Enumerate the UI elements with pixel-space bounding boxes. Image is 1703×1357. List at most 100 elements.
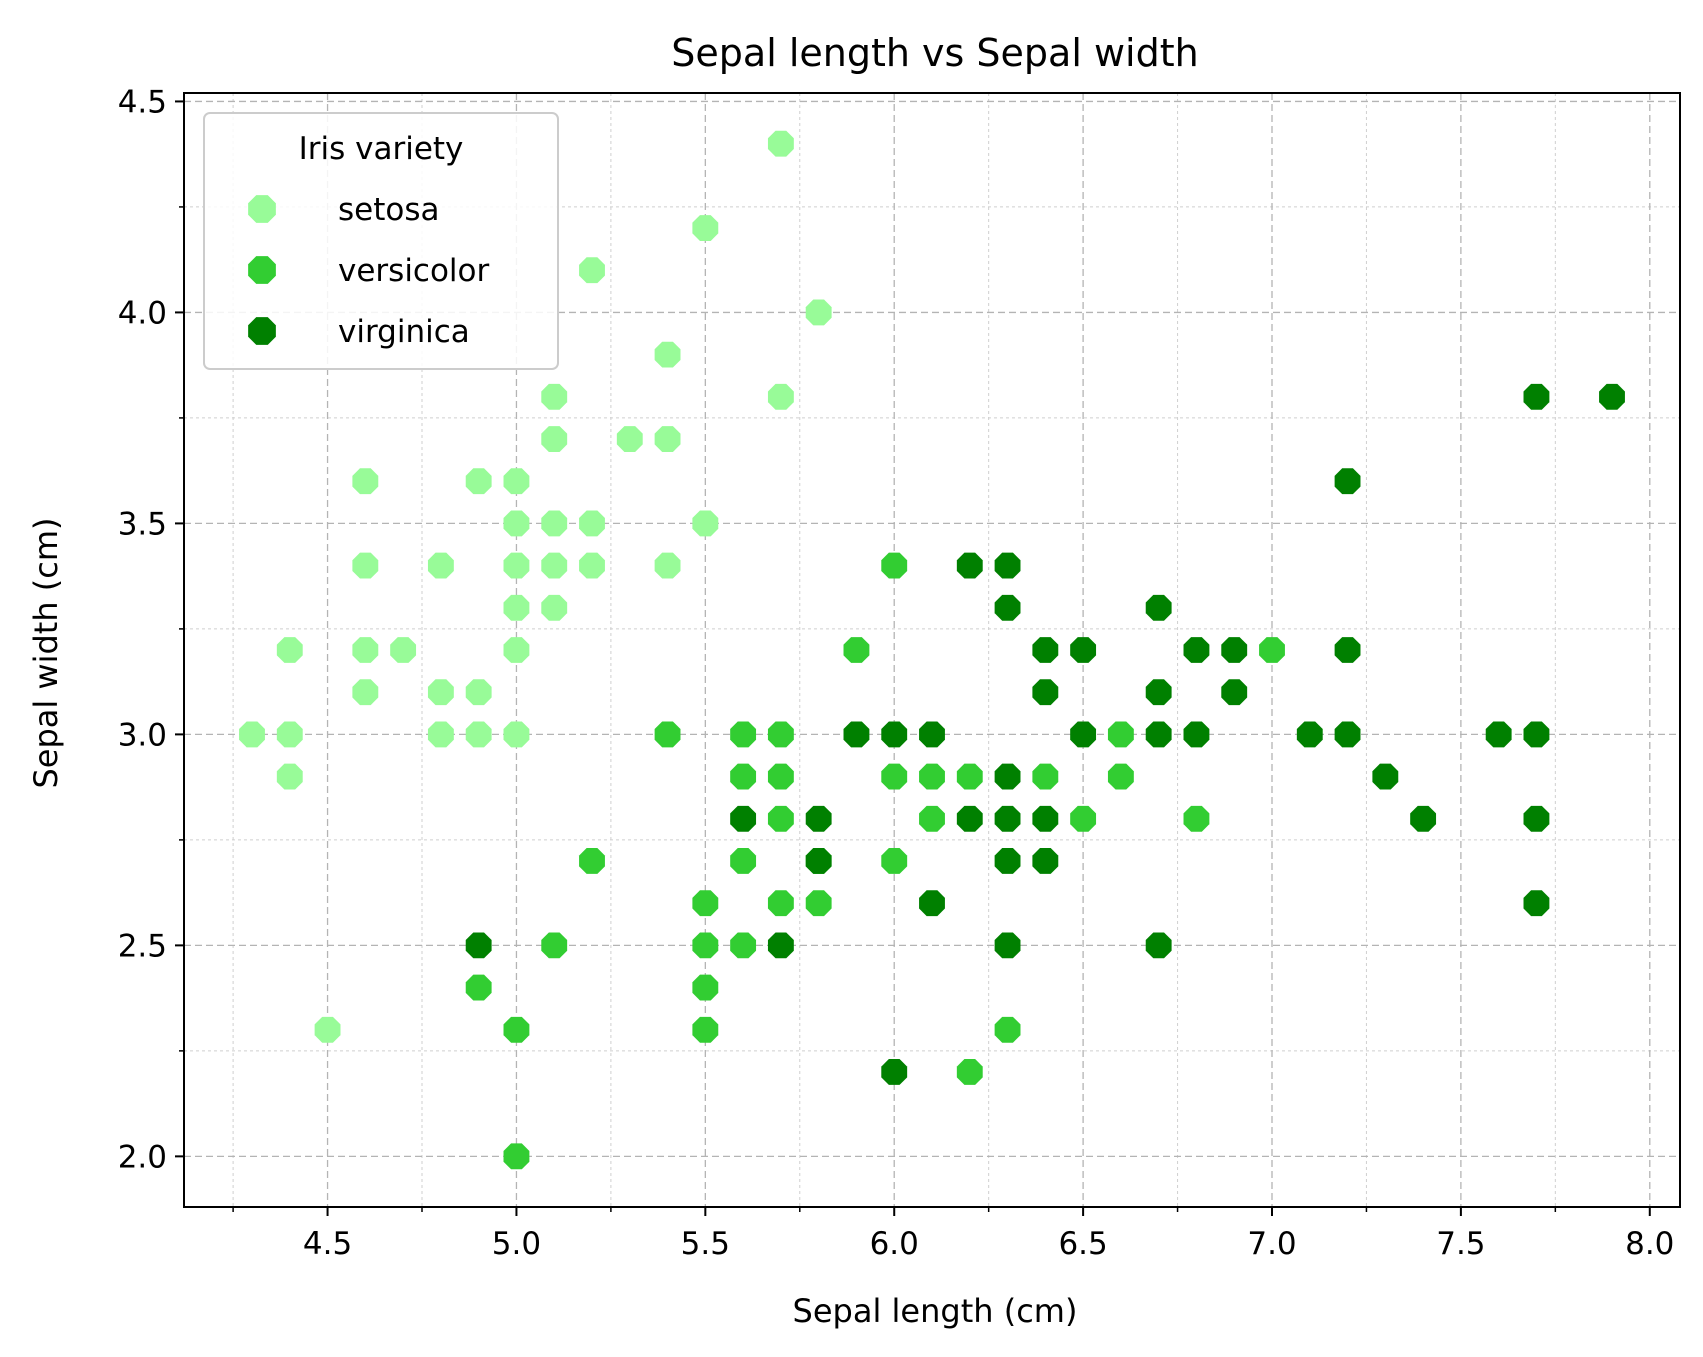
- data-point-virginica: [1334, 468, 1361, 495]
- data-point-versicolor: [956, 763, 983, 790]
- x-tick-label: 5.5: [681, 1226, 730, 1262]
- data-point-virginica: [1523, 805, 1550, 832]
- data-point-setosa: [465, 679, 492, 706]
- data-point-setosa: [390, 637, 417, 663]
- data-point-setosa: [314, 1016, 341, 1043]
- x-tick-label: 8.0: [1625, 1226, 1674, 1262]
- data-point-virginica: [465, 932, 492, 959]
- data-point-setosa: [541, 552, 568, 579]
- data-point-versicolor: [881, 763, 908, 790]
- data-point-virginica: [994, 932, 1021, 959]
- data-point-versicolor: [730, 763, 757, 790]
- data-point-setosa: [541, 383, 568, 410]
- data-point-virginica: [1145, 594, 1172, 621]
- legend-title: Iris variety: [299, 131, 464, 167]
- x-axis-label: Sepal length (cm): [793, 1292, 1078, 1330]
- plot-frame: [183, 92, 1681, 1208]
- legend: Iris variety setosa versicolor virginica: [203, 112, 559, 370]
- data-point-versicolor: [1032, 763, 1059, 790]
- data-point-setosa: [239, 721, 265, 748]
- data-point-versicolor: [692, 932, 719, 959]
- data-point-virginica: [1032, 805, 1059, 832]
- data-point-versicolor: [767, 890, 794, 917]
- data-point-versicolor: [919, 805, 945, 832]
- data-point-virginica: [1599, 383, 1625, 410]
- data-point-versicolor: [1107, 763, 1134, 790]
- data-point-virginica: [730, 805, 757, 832]
- data-point-virginica: [1523, 890, 1550, 917]
- data-point-virginica: [994, 594, 1021, 621]
- data-point-setosa: [579, 552, 605, 579]
- data-point-setosa: [465, 468, 492, 495]
- data-points: [239, 130, 1625, 1170]
- x-tick-label: 7.5: [1436, 1226, 1485, 1262]
- data-point-versicolor: [503, 1143, 530, 1170]
- data-point-virginica: [1183, 721, 1210, 748]
- series-setosa: [239, 130, 832, 1043]
- data-point-virginica: [956, 552, 983, 579]
- data-point-versicolor: [730, 848, 757, 874]
- data-point-virginica: [805, 805, 832, 832]
- data-point-virginica: [1145, 932, 1172, 959]
- data-point-setosa: [616, 426, 643, 452]
- series-versicolor: [465, 552, 1285, 1170]
- data-point-virginica: [1070, 721, 1097, 748]
- legend-entry-setosa: setosa: [248, 192, 440, 228]
- x-tick-label: 5.0: [492, 1226, 541, 1262]
- legend-label-versicolor: versicolor: [338, 253, 490, 289]
- data-point-versicolor: [881, 552, 908, 579]
- legend-label-setosa: setosa: [338, 192, 440, 228]
- data-point-virginica: [1145, 679, 1172, 706]
- data-point-setosa: [579, 510, 605, 537]
- data-point-versicolor: [843, 637, 870, 663]
- y-tick-label: 4.5: [118, 84, 167, 120]
- y-tick-label: 2.0: [118, 1139, 167, 1175]
- data-point-versicolor: [767, 763, 794, 790]
- x-tick-label: 7.0: [1247, 1226, 1296, 1262]
- data-point-versicolor: [956, 1059, 983, 1085]
- data-point-versicolor: [730, 932, 757, 959]
- data-point-versicolor: [541, 932, 568, 959]
- data-point-setosa: [352, 679, 379, 706]
- data-point-setosa: [503, 510, 530, 537]
- data-point-virginica: [881, 1059, 908, 1085]
- data-point-versicolor: [805, 890, 832, 917]
- legend-marker-virginica: [248, 317, 276, 345]
- data-point-virginica: [1334, 637, 1361, 663]
- data-point-setosa: [541, 594, 568, 621]
- data-point-versicolor: [730, 721, 757, 748]
- legend-marker-setosa: [248, 195, 276, 223]
- data-point-versicolor: [654, 721, 681, 748]
- data-point-versicolor: [1259, 637, 1285, 663]
- data-point-versicolor: [465, 974, 492, 1001]
- data-point-setosa: [767, 383, 794, 410]
- chart-title: Sepal length vs Sepal width: [671, 31, 1198, 75]
- data-point-setosa: [654, 341, 681, 368]
- series-virginica: [465, 383, 1625, 1085]
- data-point-setosa: [276, 763, 303, 790]
- y-axis-label: Sepal width (cm): [27, 517, 65, 788]
- data-point-setosa: [276, 637, 303, 663]
- data-point-virginica: [1296, 721, 1323, 748]
- data-point-setosa: [503, 552, 530, 579]
- data-point-virginica: [1410, 805, 1437, 832]
- data-point-virginica: [881, 721, 908, 748]
- data-point-virginica: [1032, 637, 1059, 663]
- data-point-virginica: [1070, 637, 1097, 663]
- legend-label-virginica: virginica: [338, 314, 470, 350]
- data-point-versicolor: [994, 1016, 1021, 1043]
- data-point-setosa: [654, 552, 681, 579]
- data-point-virginica: [1334, 721, 1361, 748]
- legend-entry-versicolor: versicolor: [248, 253, 490, 289]
- data-point-setosa: [503, 637, 530, 663]
- data-point-virginica: [843, 721, 870, 748]
- data-point-versicolor: [692, 890, 719, 917]
- data-point-virginica: [994, 763, 1021, 790]
- data-point-versicolor: [692, 1016, 719, 1043]
- data-point-versicolor: [1183, 805, 1210, 832]
- data-point-setosa: [541, 510, 568, 537]
- data-point-virginica: [1221, 637, 1248, 663]
- data-point-setosa: [654, 426, 681, 452]
- data-point-virginica: [994, 848, 1021, 874]
- data-point-virginica: [1032, 848, 1059, 874]
